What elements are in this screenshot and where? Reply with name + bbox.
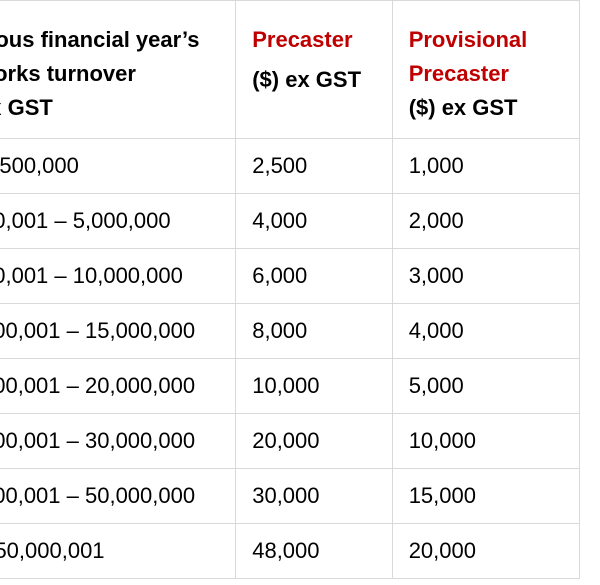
provisional-fee-cell: 10,000 [391, 413, 581, 469]
provisional-fee-cell: 15,000 [391, 468, 581, 524]
table-row: r 50,000,001 48,000 20,000 [0, 523, 581, 579]
precaster-fee-cell: 8,000 [235, 303, 393, 359]
header-provisional-title-1: Provisional [408, 27, 528, 52]
table-header: vious financial year’s works turnover ex… [0, 0, 581, 139]
header-precaster-unit: ($) ex GST [252, 67, 362, 92]
precaster-fee-cell: 6,000 [235, 248, 393, 304]
header-turnover-line-2: works turnover [0, 61, 136, 86]
table-row: 000,001 – 15,000,000 8,000 4,000 [0, 303, 581, 359]
provisional-fee-cell: 1,000 [391, 138, 581, 194]
header-row: vious financial year’s works turnover ex… [0, 0, 581, 139]
turnover-cell: 000,001 – 20,000,000 [0, 358, 237, 414]
turnover-cell: 2,500,000 [0, 138, 237, 194]
header-turnover: vious financial year’s works turnover ex… [0, 0, 237, 139]
table-row: 00,001 – 10,000,000 6,000 3,000 [0, 248, 581, 304]
precaster-fee-cell: 2,500 [235, 138, 393, 194]
fee-table: vious financial year’s works turnover ex… [0, 0, 581, 579]
table-row: 000,001 – 30,000,000 20,000 10,000 [0, 413, 581, 469]
turnover-cell: 000,001 – 30,000,000 [0, 413, 237, 469]
precaster-fee-cell: 30,000 [235, 468, 393, 524]
turnover-cell: 000,001 – 50,000,000 [0, 468, 237, 524]
precaster-fee-cell: 4,000 [235, 193, 393, 249]
table-row: 000,001 – 50,000,000 30,000 15,000 [0, 468, 581, 524]
table-row: 2,500,000 2,500 1,000 [0, 138, 581, 194]
provisional-fee-cell: 3,000 [391, 248, 581, 304]
turnover-cell: 00,001 – 10,000,000 [0, 248, 237, 304]
header-provisional-title-2: Precaster [408, 61, 509, 86]
turnover-cell: r 50,000,001 [0, 523, 237, 579]
header-turnover-line-3: ex GST [0, 95, 53, 120]
provisional-fee-cell: 20,000 [391, 523, 581, 579]
provisional-fee-cell: 2,000 [391, 193, 581, 249]
header-precaster-title: Precaster [252, 27, 353, 52]
precaster-fee-cell: 10,000 [235, 358, 393, 414]
header-precaster: Precaster ($) ex GST [235, 0, 393, 139]
header-turnover-line-1: vious financial year’s [0, 27, 200, 52]
provisional-fee-cell: 4,000 [391, 303, 581, 359]
table-row: 00,001 – 5,000,000 4,000 2,000 [0, 193, 581, 249]
table-row: 000,001 – 20,000,000 10,000 5,000 [0, 358, 581, 414]
turnover-cell: 00,001 – 5,000,000 [0, 193, 237, 249]
precaster-fee-cell: 20,000 [235, 413, 393, 469]
precaster-fee-cell: 48,000 [235, 523, 393, 579]
header-provisional: Provisional Precaster ($) ex GST [391, 0, 581, 139]
turnover-cell: 000,001 – 15,000,000 [0, 303, 237, 359]
provisional-fee-cell: 5,000 [391, 358, 581, 414]
header-provisional-unit: ($) ex GST [408, 95, 518, 120]
table-body: 2,500,000 2,500 1,000 00,001 – 5,000,000… [0, 138, 581, 579]
